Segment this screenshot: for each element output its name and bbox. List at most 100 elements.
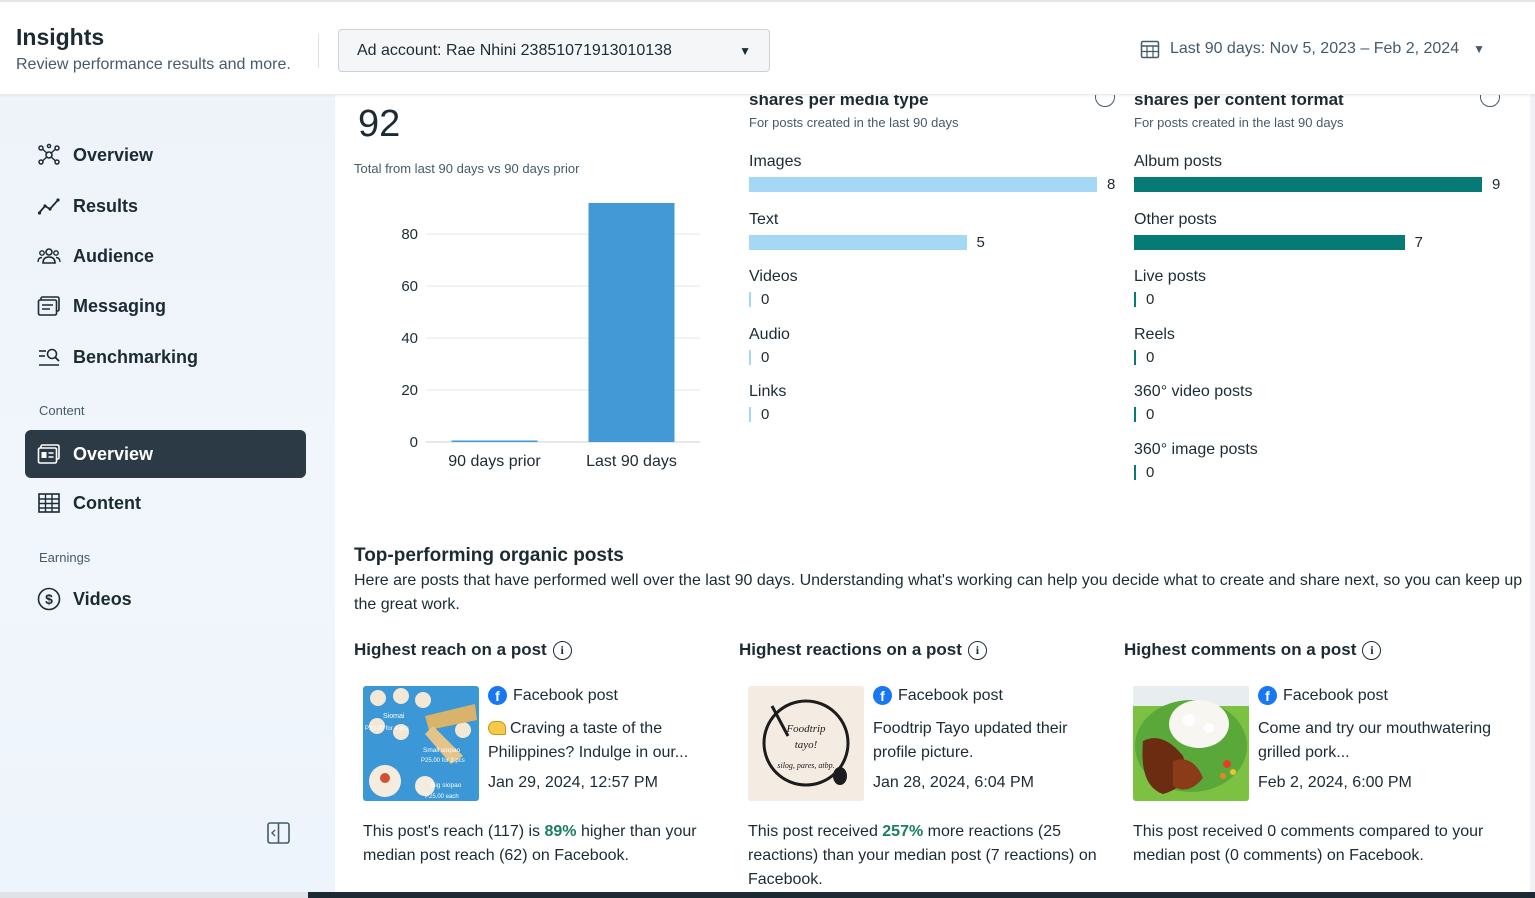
media-type-bar-line: 0 (749, 406, 769, 423)
post-heading-text: Highest comments on a post (1124, 640, 1357, 659)
sidebar-item-audience[interactable]: Audience (25, 232, 306, 280)
media-type-label: Audio (749, 325, 790, 343)
chart-bar[interactable] (451, 440, 538, 443)
sidebar-section-earnings: Earnings (39, 550, 91, 565)
header-divider (318, 34, 319, 68)
bottom-strip-segment (0, 892, 308, 898)
sidebar-item-content[interactable]: Content (25, 479, 306, 527)
post-text[interactable]: Come and try our mouthwatering grilled p… (1258, 720, 1491, 761)
sidebar-item-benchmarking[interactable]: Benchmarking (25, 333, 306, 381)
content-format-row: Reels 0 (1134, 326, 1504, 366)
thumb-label: silog, pares, atbp. (777, 761, 834, 770)
scrollbar-track[interactable] (1530, 95, 1535, 892)
content-format-label: 360° video posts (1134, 383, 1253, 400)
sidebar: Overview Results Audience Messaging Benc… (0, 95, 335, 898)
post-text[interactable]: Craving a taste of the Philippines? Indu… (488, 717, 728, 765)
content-overview-icon (37, 442, 61, 466)
content-format-bar[interactable] (1134, 464, 1136, 480)
media-type-bar[interactable] (749, 407, 751, 422)
thumb-label: Small siopao (423, 747, 461, 754)
content-format-bar[interactable] (1134, 349, 1136, 365)
content-format-bar[interactable] (1134, 407, 1136, 422)
content-format-bar[interactable] (1134, 292, 1136, 307)
info-icon[interactable]: i (552, 640, 572, 660)
content-format-label: Other posts (1134, 210, 1217, 228)
page-subtitle: Review performance results and more. (16, 56, 291, 73)
shares-bar-chart: 0 20 40 60 80 90 days prior Last 90 days (401, 203, 700, 470)
content-format-bar-line: 0 (1134, 291, 1154, 308)
caret-down-icon: ▼ (1473, 42, 1485, 56)
summary-text: This post's reach (117) is (363, 823, 545, 840)
sidebar-item-label: Benchmarking (73, 346, 199, 367)
media-type-breakdown: shares per media type For posts created … (749, 95, 1119, 445)
media-type-bar[interactable] (749, 234, 967, 250)
media-type-value: 0 (761, 291, 770, 308)
total-shares-value: 92 (358, 103, 401, 145)
content-format-bar[interactable] (1134, 234, 1405, 250)
media-type-bar-line: 8 (749, 176, 1115, 193)
post-source: f Facebook post (488, 686, 728, 705)
caret-down-icon: ▼ (739, 43, 751, 58)
y-tick-label: 80 (401, 226, 418, 243)
total-shares-caption: Total from last 90 days vs 90 days prior (354, 161, 580, 176)
media-type-label: Images (749, 153, 802, 170)
sidebar-item-messaging[interactable]: Messaging (25, 282, 306, 330)
post-heading-text: Highest reach on a post (354, 640, 547, 659)
media-type-value: 0 (761, 348, 770, 366)
post-thumbnail[interactable]: Siomai P20.00 for 4 pcs Small siopao P25… (363, 686, 479, 801)
content-format-value: 9 (1492, 176, 1501, 193)
media-type-value: 5 (976, 233, 985, 251)
sidebar-item-videos[interactable]: $ Videos (25, 575, 306, 623)
y-tick-label: 20 (401, 382, 418, 399)
post-thumbnail[interactable] (1133, 686, 1249, 801)
post-summary: This post's reach (117) is 89% higher th… (363, 820, 733, 868)
content-format-bar-line: 0 (1134, 348, 1155, 366)
media-type-bar[interactable] (749, 349, 751, 365)
sidebar-item-label: Videos (73, 588, 132, 609)
content-format-row: Live posts 0 (1134, 268, 1504, 308)
x-tick-label: 90 days prior (448, 453, 541, 470)
facebook-icon: f (488, 686, 507, 705)
thumb-label: P25.00 for 3 pcs (421, 758, 465, 764)
post-heading: Highest comments on a post i (1124, 640, 1504, 660)
post-meta: f Facebook post Craving a taste of the P… (488, 686, 728, 792)
content-format-value: 0 (1146, 463, 1155, 481)
top-posts-title: Top-performing organic posts (354, 545, 624, 566)
content-format-value: 0 (1146, 406, 1155, 423)
collapse-sidebar-icon[interactable] (266, 820, 292, 846)
content-format-subtitle: For posts created in the last 90 days (1134, 115, 1344, 130)
sidebar-item-results[interactable]: Results (25, 182, 306, 230)
facebook-icon: f (1258, 686, 1277, 705)
media-type-subtitle: For posts created in the last 90 days (749, 115, 959, 130)
content-format-bar[interactable] (1134, 177, 1482, 192)
top-post-reach: Highest reach on a post i Siomai P20.00 … (354, 640, 734, 892)
ad-account-select[interactable]: Ad account: Rae Nhini 23851071913010138 … (338, 29, 770, 72)
post-thumbnail[interactable]: Foodtrip tayo! silog, pares, atbp. (748, 686, 864, 801)
media-type-bar[interactable] (749, 292, 751, 307)
content-format-value: 0 (1146, 348, 1155, 366)
top-post-reactions: Highest reactions on a post i Foodtrip t… (739, 640, 1119, 892)
trend-line-icon (37, 194, 61, 218)
media-type-bar[interactable] (749, 177, 1097, 192)
date-range-picker[interactable]: Last 90 days: Nov 5, 2023 – Feb 2, 2024 … (1140, 39, 1485, 59)
info-icon[interactable]: i (1362, 640, 1382, 660)
info-icon[interactable]: i (967, 640, 987, 660)
sidebar-item-content-overview[interactable]: Overview (25, 430, 306, 478)
media-type-bar-line: 0 (749, 348, 770, 366)
chart-bar[interactable] (588, 203, 675, 442)
post-source-label: Facebook post (513, 686, 618, 704)
content-format-row: 360° image posts 0 (1134, 441, 1504, 481)
facebook-icon: f (873, 686, 892, 705)
sidebar-item-overview[interactable]: Overview (25, 131, 306, 179)
thumb-label: Siomai (383, 713, 405, 720)
table-grid-icon (37, 491, 61, 515)
content-format-bar-line: 7 (1134, 234, 1423, 251)
media-type-label: Videos (749, 268, 798, 285)
thumb-label: Big siopao (431, 782, 462, 789)
bottom-strip (0, 892, 1535, 898)
post-text[interactable]: Foodtrip Tayo updated their profile pict… (873, 720, 1068, 761)
content-format-breakdown: shares per content format For posts crea… (1134, 95, 1504, 495)
content-format-label: Live posts (1134, 268, 1207, 285)
media-type-label: Text (749, 210, 779, 228)
top-header: Insights Review performance results and … (0, 0, 1535, 95)
